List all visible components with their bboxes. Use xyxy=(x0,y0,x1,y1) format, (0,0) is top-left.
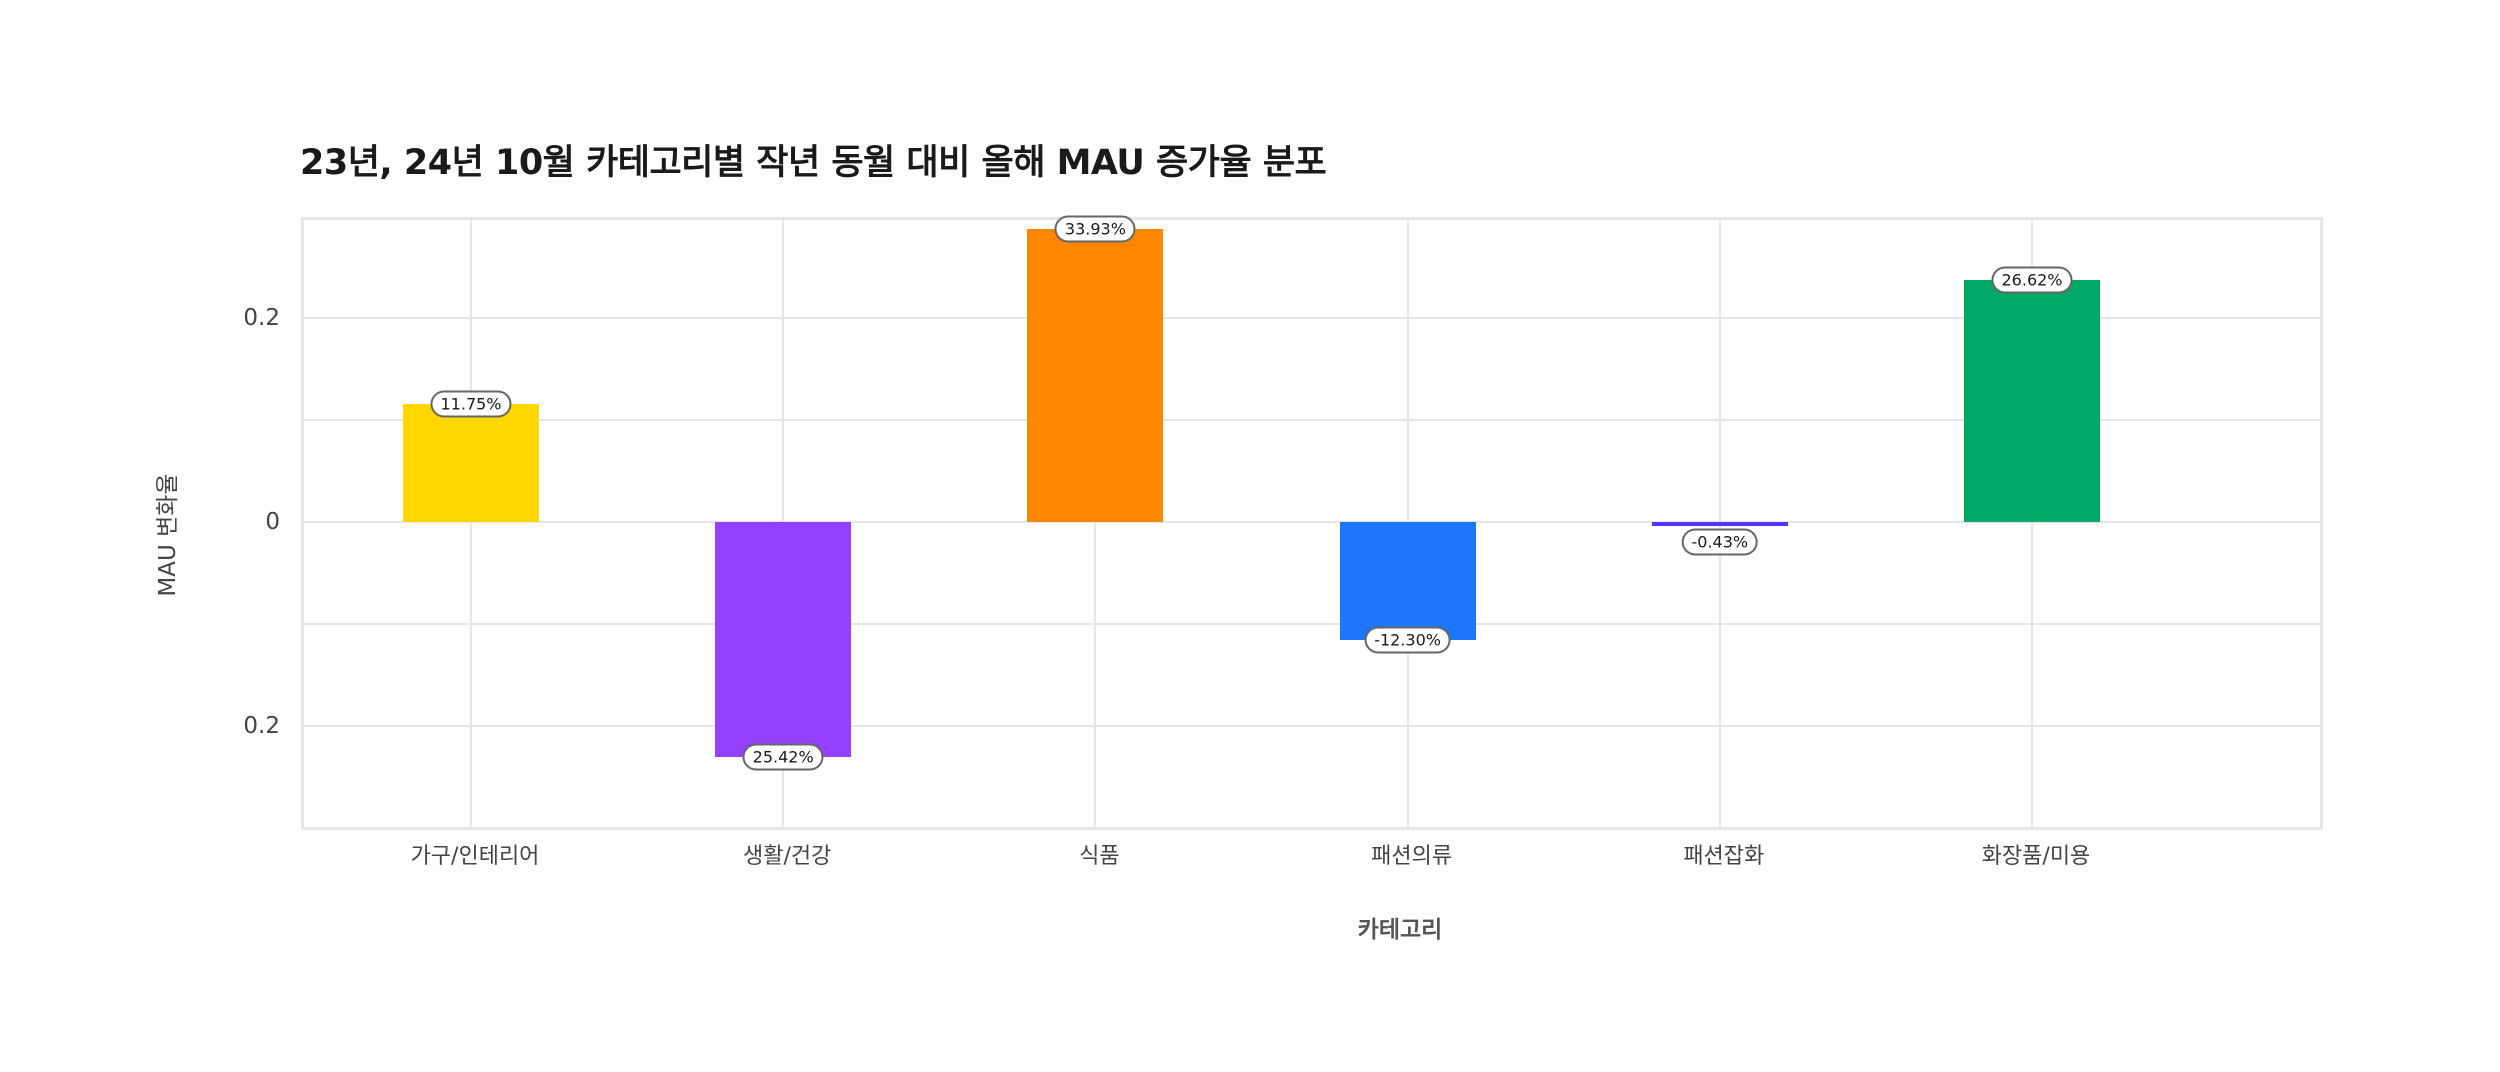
bar xyxy=(1964,279,2100,522)
x-tick-label: 가구/인테리어 xyxy=(410,844,540,869)
x-axis-title: 카테고리 xyxy=(1357,917,1443,943)
y-tick-label: 0.2 xyxy=(243,713,280,740)
v-gridline xyxy=(470,217,472,830)
y-axis-title: MAU 변화율 xyxy=(155,473,181,597)
data-label: 26.62% xyxy=(1991,266,2073,294)
h-gridline xyxy=(301,725,2323,728)
data-label: -0.43% xyxy=(1681,528,1759,556)
h-gridline xyxy=(301,521,2323,523)
bar xyxy=(1651,522,1788,527)
x-tick-label: 패션잡화 xyxy=(1683,844,1765,869)
data-label: 11.75% xyxy=(430,390,512,418)
x-tick-label: 생활/건강 xyxy=(743,844,832,869)
bar xyxy=(403,404,539,522)
h-gridline xyxy=(301,418,2323,421)
x-tick-label: 식품 xyxy=(1079,844,1120,869)
bar xyxy=(715,522,852,757)
h-gridline xyxy=(301,623,2323,626)
y-tick-label: 0.2 xyxy=(243,304,280,331)
data-label: 33.93% xyxy=(1054,215,1136,243)
x-tick-label: 화장품/미용 xyxy=(1981,844,2091,869)
chart-title: 23년, 24년 10월 카테고리별 작년 동월 대비 올해 MAU 증가율 분… xyxy=(300,143,1327,183)
y-tick-label: 0 xyxy=(265,509,280,535)
v-gridline xyxy=(2031,217,2033,830)
bar xyxy=(1339,522,1476,640)
bar xyxy=(1027,228,1164,522)
h-gridline xyxy=(301,316,2323,319)
v-gridline xyxy=(1094,217,1097,830)
data-label: -12.30% xyxy=(1364,626,1451,654)
data-label: 25.42% xyxy=(742,743,824,771)
x-tick-label: 패션의류 xyxy=(1371,844,1453,869)
